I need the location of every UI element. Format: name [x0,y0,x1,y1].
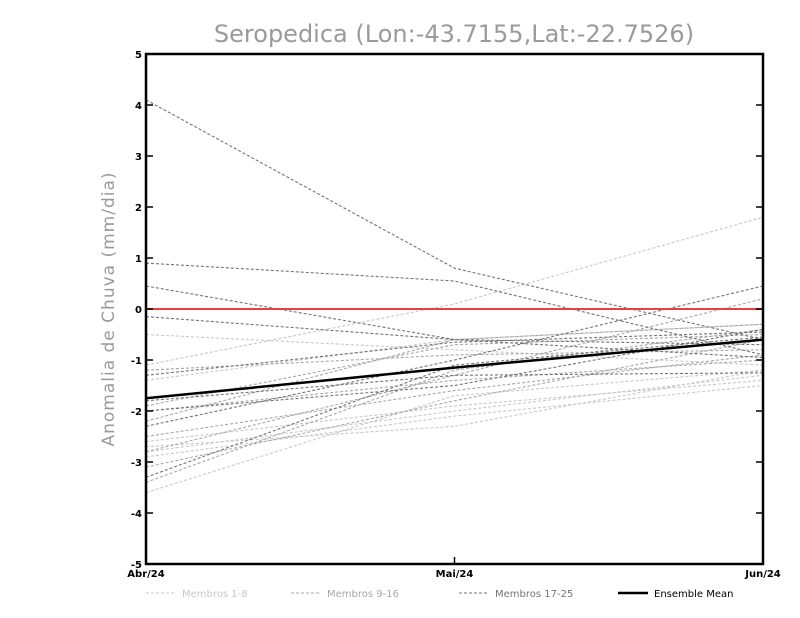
legend-label: Membros 1-8 [182,589,248,600]
legend-label: Membros 9-16 [327,589,399,600]
member-line-15 [145,359,764,412]
y-tick-label: 1 [135,254,142,265]
member-line-16 [145,328,764,483]
x-tick-label: Abr/24 [127,569,164,580]
member-line-6 [145,369,764,448]
ensemble-mean-line [145,338,764,400]
member-line-12 [145,333,764,407]
x-tick-label: Mai/24 [436,569,474,580]
member-line-1 [145,216,764,366]
legend-label: Ensemble Mean [654,589,733,600]
chart-title: Seropedica (Lon:-43.7155,Lat:-22.7526) [214,20,694,48]
member-line-13 [145,298,764,453]
member-line-17 [145,99,764,341]
member-line-4 [145,369,764,494]
y-tick-label: 5 [135,50,142,61]
y-axis-label: Anomalia de Chuva (mm/dia) [99,171,119,446]
member-line-19 [145,285,764,346]
member-line-18 [145,262,764,356]
member-line-9 [145,323,764,422]
member-line-23 [145,372,764,402]
member-line-2 [145,379,764,443]
member-line-21 [145,331,764,376]
member-line-7 [145,384,764,458]
y-tick-label: -4 [131,509,142,520]
member-line-10 [145,354,764,438]
y-tick-label: -3 [131,458,142,469]
legend-label: Membros 17-25 [495,589,573,600]
legend: Membros 1-8 Membros 9-16 Membros 17-25 Ense… [146,589,733,600]
y-tick-label: 4 [135,101,142,112]
member-line-24 [145,285,764,427]
y-tick-label: -5 [131,560,142,571]
y-tick-label: 2 [135,203,142,214]
member-line-11 [145,339,764,468]
member-line-14 [145,349,764,371]
series-layer [145,99,764,494]
y-tick-label: -2 [131,407,142,418]
member-line-5 [145,333,764,366]
y-tick-label: -1 [131,356,142,367]
y-tick-label: 3 [135,152,142,163]
member-line-20 [145,316,764,359]
y-tick-label: 0 [135,305,142,316]
x-tick-label: Jun/24 [744,569,781,580]
member-line-3 [145,374,764,453]
tick-layer: -5 -4 -3 -2 -1 0 1 2 3 4 5 Abr/24 Mai/24 Jun/24 [127,50,781,580]
